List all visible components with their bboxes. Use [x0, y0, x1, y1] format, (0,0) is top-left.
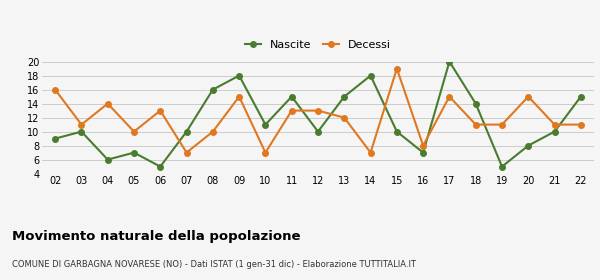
Decessi	[104, 102, 112, 105]
Nascite	[367, 74, 374, 77]
Nascite	[104, 158, 112, 161]
Nascite	[288, 95, 295, 98]
Nascite	[78, 130, 85, 133]
Decessi	[472, 123, 479, 126]
Nascite	[52, 137, 59, 140]
Nascite	[393, 130, 400, 133]
Nascite	[577, 95, 584, 98]
Line: Decessi: Decessi	[52, 66, 584, 155]
Decessi	[419, 144, 427, 147]
Decessi	[288, 109, 295, 112]
Text: COMUNE DI GARBAGNA NOVARESE (NO) - Dati ISTAT (1 gen-31 dic) - Elaborazione TUTT: COMUNE DI GARBAGNA NOVARESE (NO) - Dati …	[12, 260, 416, 269]
Decessi	[499, 123, 506, 126]
Nascite	[183, 130, 190, 133]
Nascite	[130, 151, 137, 154]
Nascite	[472, 102, 479, 105]
Nascite	[209, 88, 217, 91]
Decessi	[209, 130, 217, 133]
Nascite	[524, 144, 532, 147]
Decessi	[446, 95, 453, 98]
Decessi	[341, 116, 348, 119]
Decessi	[262, 151, 269, 154]
Nascite	[157, 165, 164, 168]
Decessi	[130, 130, 137, 133]
Line: Nascite: Nascite	[52, 59, 584, 169]
Decessi	[577, 123, 584, 126]
Decessi	[157, 109, 164, 112]
Nascite	[341, 95, 348, 98]
Decessi	[524, 95, 532, 98]
Decessi	[236, 95, 243, 98]
Nascite	[551, 130, 558, 133]
Nascite	[499, 165, 506, 168]
Decessi	[551, 123, 558, 126]
Decessi	[183, 151, 190, 154]
Nascite	[262, 123, 269, 126]
Decessi	[367, 151, 374, 154]
Nascite	[236, 74, 243, 77]
Legend: Nascite, Decessi: Nascite, Decessi	[240, 36, 396, 55]
Decessi	[314, 109, 322, 112]
Decessi	[52, 88, 59, 91]
Nascite	[314, 130, 322, 133]
Decessi	[78, 123, 85, 126]
Nascite	[446, 60, 453, 63]
Decessi	[393, 67, 400, 70]
Text: Movimento naturale della popolazione: Movimento naturale della popolazione	[12, 230, 301, 242]
Nascite	[419, 151, 427, 154]
